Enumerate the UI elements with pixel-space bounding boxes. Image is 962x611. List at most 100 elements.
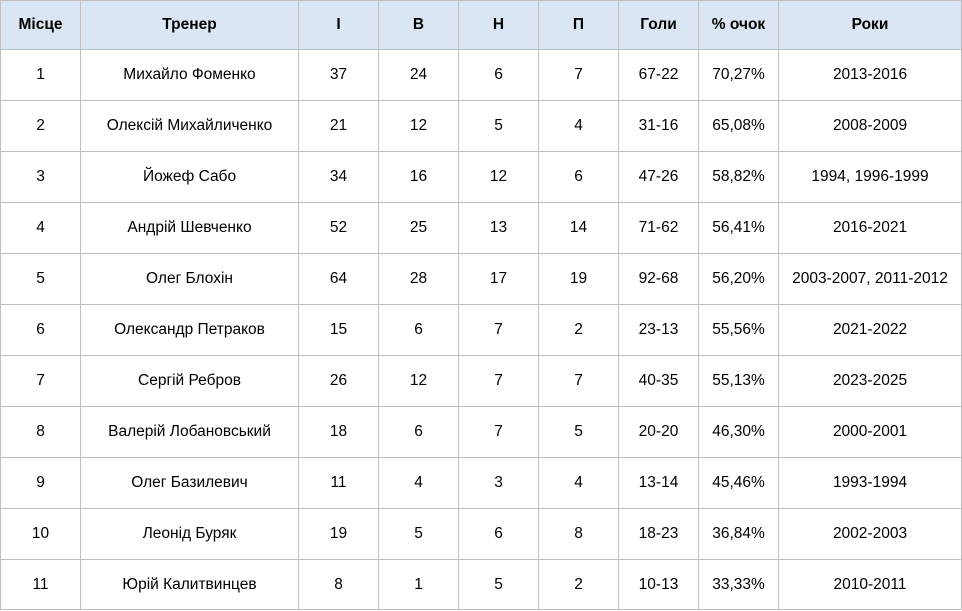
- cell-goals: 47-26: [618, 151, 699, 203]
- cell-wins: 28: [378, 253, 459, 305]
- cell-goals: 23-13: [618, 304, 699, 356]
- cell-losses: 2: [538, 304, 619, 356]
- cell-games: 21: [298, 100, 379, 152]
- header-draws: Н: [458, 0, 539, 50]
- cell-years: 1994, 1996-1999: [778, 151, 962, 203]
- cell-wins: 6: [378, 304, 459, 356]
- cell-coach: Михайло Фоменко: [80, 49, 299, 101]
- cell-coach: Олег Блохін: [80, 253, 299, 305]
- cell-goals: 67-22: [618, 49, 699, 101]
- cell-losses: 2: [538, 559, 619, 610]
- cell-losses: 4: [538, 100, 619, 152]
- cell-place: 9: [0, 457, 81, 509]
- cell-points-percent: 45,46%: [698, 457, 779, 509]
- cell-points-percent: 55,56%: [698, 304, 779, 356]
- cell-points-percent: 56,41%: [698, 202, 779, 254]
- cell-games: 34: [298, 151, 379, 203]
- cell-points-percent: 33,33%: [698, 559, 779, 610]
- cell-draws: 5: [458, 559, 539, 610]
- cell-losses: 5: [538, 406, 619, 458]
- cell-years: 2013-2016: [778, 49, 962, 101]
- cell-games: 8: [298, 559, 379, 610]
- cell-years: 2008-2009: [778, 100, 962, 152]
- table-row: 9 Олег Базилевич 11 4 3 4 13-14 45,46% 1993-1994: [0, 457, 962, 509]
- table-row: 5 Олег Блохін 64 28 17 19 92-68 56,20% 2003-2007…: [0, 253, 962, 305]
- cell-losses: 6: [538, 151, 619, 203]
- cell-points-percent: 55,13%: [698, 355, 779, 407]
- cell-place: 7: [0, 355, 81, 407]
- cell-coach: Леонід Буряк: [80, 508, 299, 560]
- cell-coach: Андрій Шевченко: [80, 202, 299, 254]
- header-place: Місце: [0, 0, 81, 50]
- cell-years: 2010-2011: [778, 559, 962, 610]
- cell-games: 15: [298, 304, 379, 356]
- cell-losses: 8: [538, 508, 619, 560]
- cell-coach: Юрій Калитвинцев: [80, 559, 299, 610]
- header-row: Місце Тренер І В Н П Голи % очок Роки: [0, 0, 962, 50]
- cell-place: 1: [0, 49, 81, 101]
- cell-wins: 25: [378, 202, 459, 254]
- cell-goals: 18-23: [618, 508, 699, 560]
- cell-years: 2016-2021: [778, 202, 962, 254]
- header-wins: В: [378, 0, 459, 50]
- cell-losses: 14: [538, 202, 619, 254]
- cell-goals: 31-16: [618, 100, 699, 152]
- cell-place: 2: [0, 100, 81, 152]
- table-row: 2 Олексій Михайличенко 21 12 5 4 31-16 65,08% 20…: [0, 100, 962, 152]
- cell-points-percent: 70,27%: [698, 49, 779, 101]
- cell-goals: 13-14: [618, 457, 699, 509]
- cell-points-percent: 56,20%: [698, 253, 779, 305]
- cell-wins: 12: [378, 355, 459, 407]
- cell-wins: 5: [378, 508, 459, 560]
- table-row: 7 Сергій Ребров 26 12 7 7 40-35 55,13% 2023-2025: [0, 355, 962, 407]
- cell-years: 2021-2022: [778, 304, 962, 356]
- cell-place: 6: [0, 304, 81, 356]
- cell-coach: Валерій Лобановський: [80, 406, 299, 458]
- header-points-percent: % очок: [698, 0, 779, 50]
- cell-coach: Олександр Петраков: [80, 304, 299, 356]
- cell-draws: 6: [458, 49, 539, 101]
- cell-games: 19: [298, 508, 379, 560]
- cell-coach: Олег Базилевич: [80, 457, 299, 509]
- header-losses: П: [538, 0, 619, 50]
- cell-losses: 19: [538, 253, 619, 305]
- header-years: Роки: [778, 0, 962, 50]
- table-row: 1 Михайло Фоменко 37 24 6 7 67-22 70,27% 2013-20…: [0, 49, 962, 101]
- table-header: Місце Тренер І В Н П Голи % очок Роки: [0, 0, 962, 50]
- cell-coach: Йожеф Сабо: [80, 151, 299, 203]
- cell-games: 26: [298, 355, 379, 407]
- cell-draws: 3: [458, 457, 539, 509]
- table-row: 3 Йожеф Сабо 34 16 12 6 47-26 58,82% 1994, 1996-…: [0, 151, 962, 203]
- cell-place: 5: [0, 253, 81, 305]
- cell-draws: 6: [458, 508, 539, 560]
- cell-losses: 4: [538, 457, 619, 509]
- cell-years: 2003-2007, 2011-2012: [778, 253, 962, 305]
- cell-games: 64: [298, 253, 379, 305]
- cell-place: 11: [0, 559, 81, 610]
- cell-games: 18: [298, 406, 379, 458]
- cell-draws: 13: [458, 202, 539, 254]
- cell-years: 2000-2001: [778, 406, 962, 458]
- cell-points-percent: 36,84%: [698, 508, 779, 560]
- cell-place: 3: [0, 151, 81, 203]
- cell-goals: 10-13: [618, 559, 699, 610]
- cell-coach: Сергій Ребров: [80, 355, 299, 407]
- table-row: 8 Валерій Лобановський 18 6 7 5 20-20 46,30% 200…: [0, 406, 962, 458]
- header-games: І: [298, 0, 379, 50]
- cell-wins: 24: [378, 49, 459, 101]
- cell-goals: 92-68: [618, 253, 699, 305]
- cell-draws: 17: [458, 253, 539, 305]
- cell-wins: 4: [378, 457, 459, 509]
- cell-games: 52: [298, 202, 379, 254]
- cell-years: 1993-1994: [778, 457, 962, 509]
- cell-draws: 7: [458, 406, 539, 458]
- cell-coach: Олексій Михайличенко: [80, 100, 299, 152]
- table-row: 11 Юрій Калитвинцев 8 1 5 2 10-13 33,33% 2010-20…: [0, 559, 962, 610]
- cell-points-percent: 46,30%: [698, 406, 779, 458]
- cell-wins: 1: [378, 559, 459, 610]
- cell-draws: 7: [458, 355, 539, 407]
- cell-draws: 12: [458, 151, 539, 203]
- table-body: 1 Михайло Фоменко 37 24 6 7 67-22 70,27% 2013-20…: [0, 49, 962, 610]
- cell-place: 4: [0, 202, 81, 254]
